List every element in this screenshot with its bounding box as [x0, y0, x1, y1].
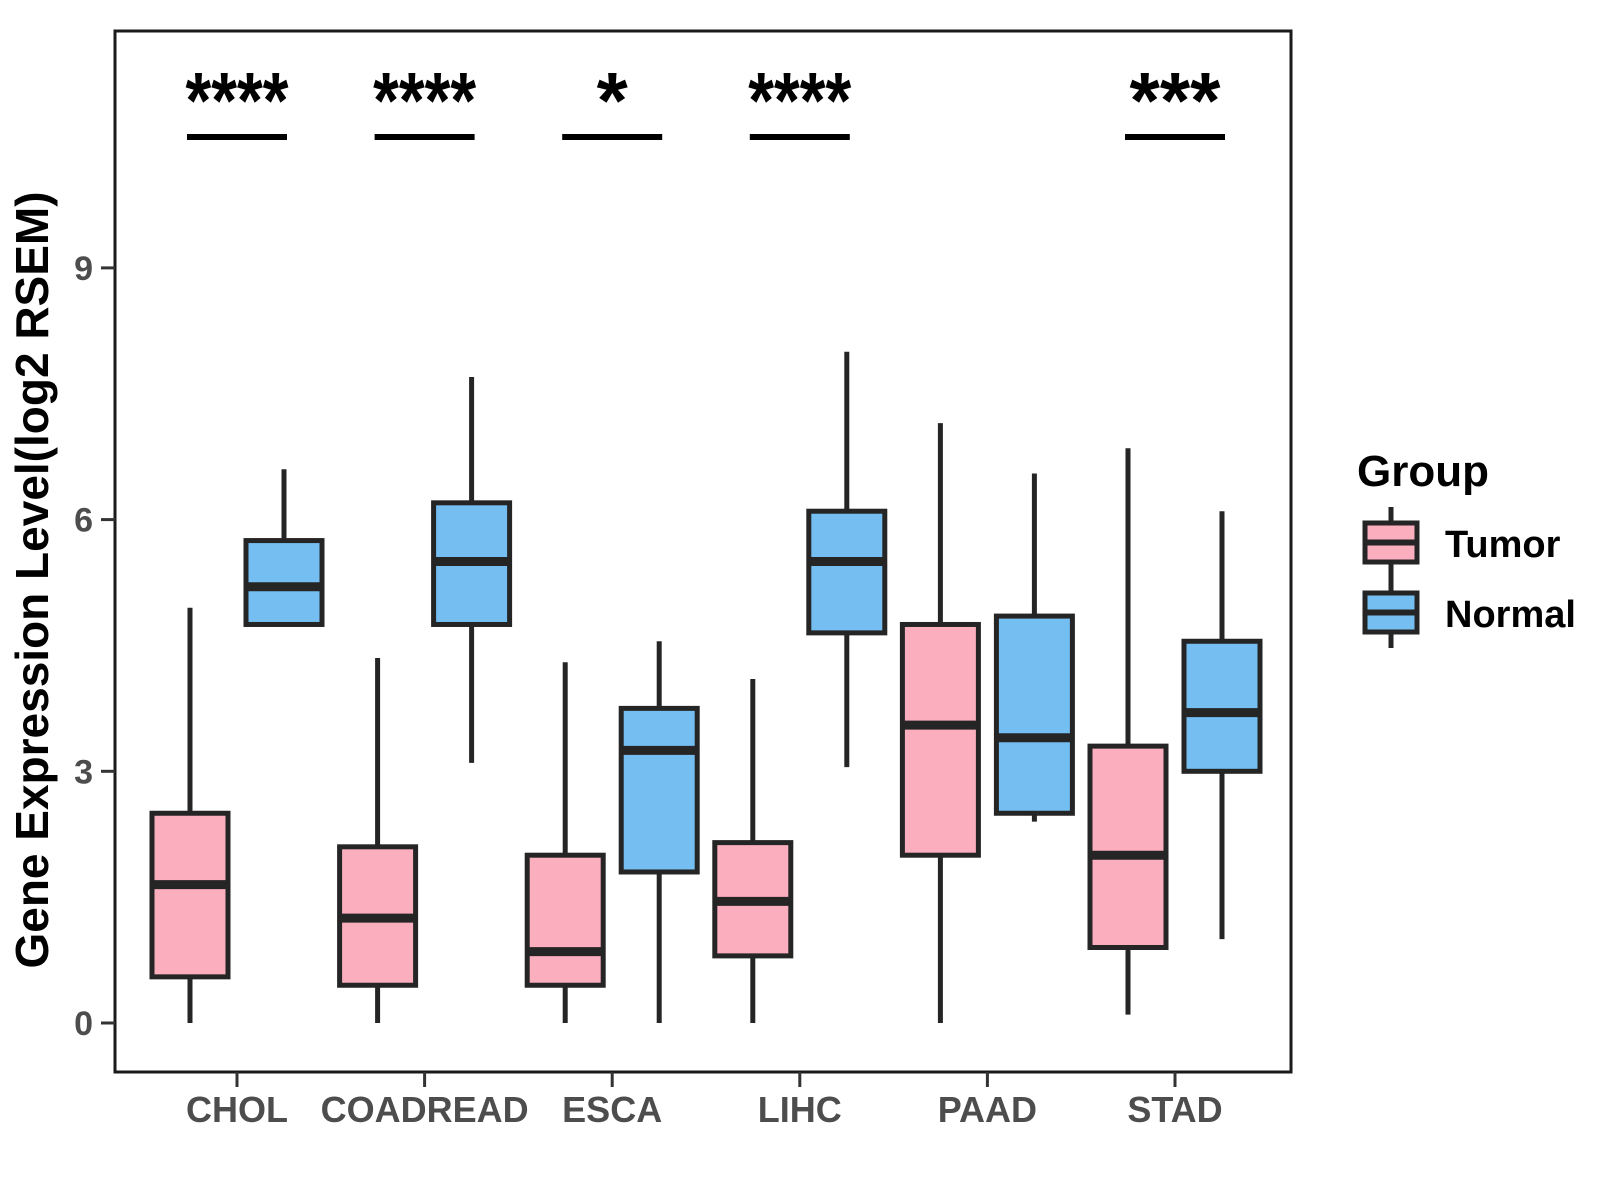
iqr-box	[993, 613, 1075, 816]
box-normal-chol	[243, 469, 325, 627]
legend: Group Tumor Normal	[1357, 447, 1576, 648]
legend-title: Group	[1357, 447, 1489, 496]
y-axis-title: Gene Expression Level(log2 RSEM)	[6, 191, 58, 968]
box-normal-coadread	[431, 376, 513, 763]
significance-coadread: ****	[373, 56, 477, 145]
box-tumor-stad	[1087, 448, 1169, 1015]
box-normal-paad	[993, 473, 1075, 822]
x-tick-label-stad: STAD	[1127, 1089, 1222, 1130]
x-tick-label-paad: PAAD	[938, 1089, 1037, 1130]
boxplots	[149, 351, 1263, 1023]
significance-stars: ***	[1130, 56, 1222, 145]
box-tumor-esca	[524, 662, 606, 1023]
box-tumor-chol	[149, 607, 231, 1023]
y-tick-label: 9	[74, 250, 93, 288]
y-axis: 0 3 6 9	[74, 250, 115, 1043]
x-tick-label-esca: ESCA	[562, 1089, 662, 1130]
legend-item-tumor: Tumor	[1362, 507, 1561, 578]
significance-annotations: **** **** * **** ***	[186, 56, 1225, 145]
significance-stars: ****	[373, 56, 477, 145]
tumor-boxplot-key-icon	[1362, 507, 1420, 578]
significance-lihc: ****	[748, 56, 852, 145]
significance-stad: ***	[1125, 56, 1225, 145]
box-normal-stad	[1181, 511, 1263, 940]
legend-label-normal: Normal	[1445, 594, 1576, 636]
significance-stars: ****	[186, 56, 290, 145]
legend-item-normal: Normal	[1362, 577, 1576, 648]
iqr-box	[524, 852, 606, 988]
box-tumor-coadread	[337, 658, 419, 1023]
legend-label-tumor: Tumor	[1445, 524, 1561, 566]
iqr-box	[1087, 743, 1169, 950]
iqr-box	[618, 705, 700, 875]
x-tick-label-chol: CHOL	[186, 1089, 288, 1130]
iqr-box	[1181, 638, 1263, 774]
y-tick-label: 3	[74, 753, 93, 791]
iqr-box	[899, 621, 981, 858]
iqr-box	[149, 810, 231, 980]
significance-stars: *	[597, 56, 629, 145]
y-tick-label: 0	[74, 1005, 93, 1043]
box-normal-lihc	[806, 351, 888, 768]
significance-stars: ****	[748, 56, 852, 145]
box-tumor-paad	[899, 423, 981, 1023]
box-normal-esca	[618, 641, 700, 1023]
y-tick-label: 6	[74, 502, 93, 540]
x-tick-label-lihc: LIHC	[758, 1089, 842, 1130]
normal-boxplot-key-icon	[1362, 577, 1420, 648]
x-tick-label-coadread: COADREAD	[321, 1089, 529, 1130]
significance-chol: ****	[186, 56, 290, 145]
x-axis: CHOL COADREAD ESCA LIHC PAAD STAD	[186, 1072, 1223, 1130]
iqr-box	[806, 508, 888, 636]
significance-esca: *	[562, 56, 663, 145]
box-tumor-lihc	[712, 679, 794, 1023]
